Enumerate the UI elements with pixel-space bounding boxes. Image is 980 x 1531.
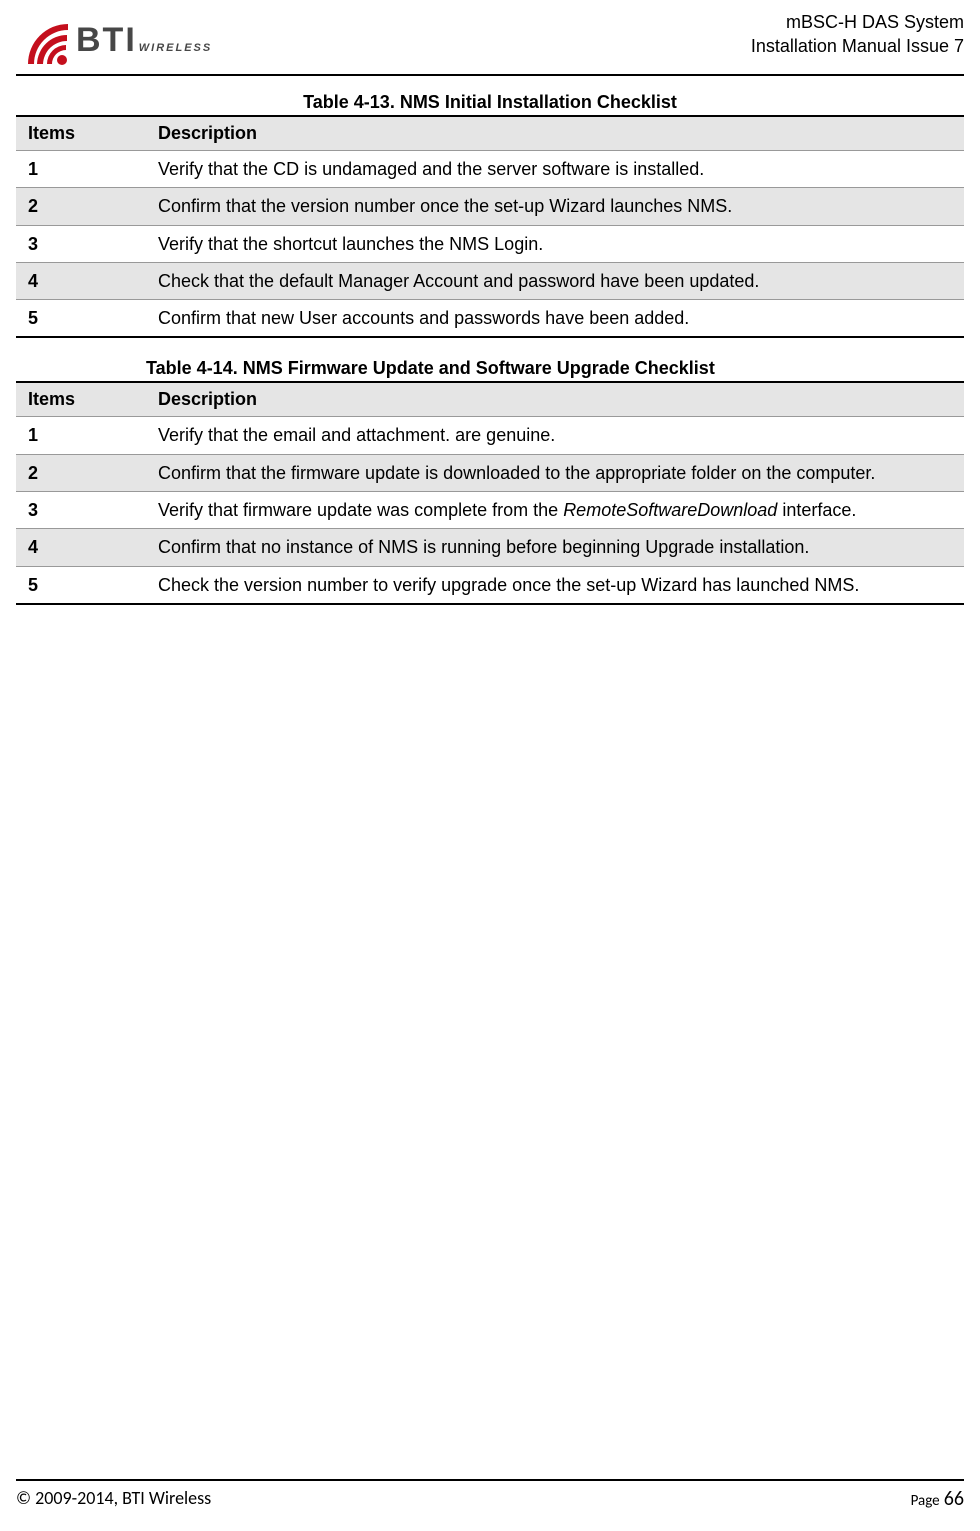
item-desc: Verify that the CD is undamaged and the …	[146, 151, 964, 188]
page-content: Table 4-13. NMS Initial Installation Che…	[16, 76, 964, 605]
table-4-14-title: Table 4-14. NMS Firmware Update and Soft…	[16, 358, 964, 379]
document-title: mBSC-H DAS System Installation Manual Is…	[751, 8, 964, 59]
item-desc: Verify that the email and attachment. ar…	[146, 417, 964, 454]
logo-text-wireless: WIRELESS	[139, 42, 212, 54]
table-row: 1 Verify that the email and attachment. …	[16, 417, 964, 454]
table-4-13-col-desc: Description	[146, 116, 964, 151]
table-4-14: Items Description 1 Verify that the emai…	[16, 381, 964, 604]
table-4-13-title: Table 4-13. NMS Initial Installation Che…	[16, 92, 964, 113]
table-4-13: Items Description 1 Verify that the CD i…	[16, 115, 964, 338]
item-number: 2	[16, 454, 146, 491]
table-row: 2 Confirm that the firmware update is do…	[16, 454, 964, 491]
item-number: 1	[16, 417, 146, 454]
table-row: 4 Check that the default Manager Account…	[16, 262, 964, 299]
item-number: 5	[16, 300, 146, 338]
table-4-14-col-desc: Description	[146, 382, 964, 417]
table-row: 3 Verify that firmware update was comple…	[16, 492, 964, 529]
item-desc: Confirm that new User accounts and passw…	[146, 300, 964, 338]
doc-title-line2: Installation Manual Issue 7	[751, 34, 964, 58]
page-indicator: Page 66	[911, 1487, 964, 1511]
item-desc: Check the version number to verify upgra…	[146, 566, 964, 604]
table-row: 4 Confirm that no instance of NMS is run…	[16, 529, 964, 566]
table-row: 5 Confirm that new User accounts and pas…	[16, 300, 964, 338]
page-number: 66	[944, 1487, 964, 1511]
item-number: 1	[16, 151, 146, 188]
item-desc: Verify that firmware update was complete…	[146, 492, 964, 529]
table-row: 3 Verify that the shortcut launches the …	[16, 225, 964, 262]
item-desc: Check that the default Manager Account a…	[146, 262, 964, 299]
item-desc: Confirm that no instance of NMS is runni…	[146, 529, 964, 566]
item-number: 5	[16, 566, 146, 604]
item-desc: Verify that the shortcut launches the NM…	[146, 225, 964, 262]
page-label: Page	[911, 1492, 940, 1510]
logo: BTI WIRELESS	[16, 8, 212, 66]
item-number: 3	[16, 492, 146, 529]
table-4-13-col-items: Items	[16, 116, 146, 151]
page-footer: © 2009-2014, BTI Wireless Page 66	[16, 1479, 964, 1511]
page-header: BTI WIRELESS mBSC-H DAS System Installat…	[16, 8, 964, 76]
wireless-arc-icon	[16, 14, 74, 66]
copyright: © 2009-2014, BTI Wireless	[16, 1487, 211, 1511]
item-desc: Confirm that the firmware update is down…	[146, 454, 964, 491]
item-number: 4	[16, 529, 146, 566]
table-row: 1 Verify that the CD is undamaged and th…	[16, 151, 964, 188]
table-row: 2 Confirm that the version number once t…	[16, 188, 964, 225]
item-number: 3	[16, 225, 146, 262]
doc-title-line1: mBSC-H DAS System	[751, 10, 964, 34]
item-desc: Confirm that the version number once the…	[146, 188, 964, 225]
logo-text-bti: BTI	[76, 21, 137, 60]
item-number: 2	[16, 188, 146, 225]
table-row: 5 Check the version number to verify upg…	[16, 566, 964, 604]
table-4-14-col-items: Items	[16, 382, 146, 417]
item-number: 4	[16, 262, 146, 299]
